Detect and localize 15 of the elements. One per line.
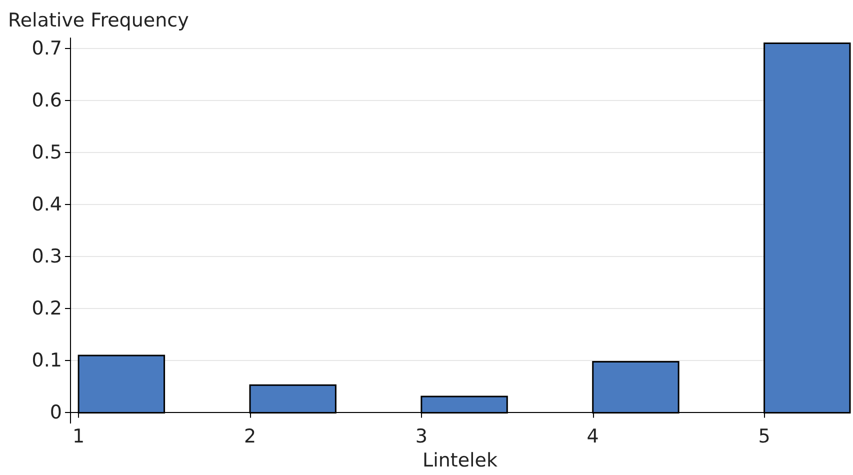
x-tick-label: 1 — [72, 426, 85, 448]
x-tick-label: 5 — [758, 426, 770, 448]
y-tick-label: 0 — [50, 402, 62, 424]
x-tick-label: 3 — [415, 426, 428, 448]
y-tick-label: 0.5 — [32, 141, 62, 164]
x-axis-title: Lintelek — [422, 450, 498, 472]
x-tick-label: 2 — [244, 426, 256, 448]
y-tick-label: 0.1 — [32, 350, 62, 372]
x-tick-label: 4 — [586, 426, 599, 448]
y-tick-label: 0.2 — [32, 298, 62, 320]
y-axis-title: Relative Frequency — [8, 10, 189, 32]
y-tick-label: 0.7 — [32, 37, 62, 60]
y-tick-label: 0.3 — [32, 246, 62, 268]
y-tick-label: 0.4 — [32, 194, 62, 216]
y-tick-label: 0.6 — [32, 89, 62, 112]
